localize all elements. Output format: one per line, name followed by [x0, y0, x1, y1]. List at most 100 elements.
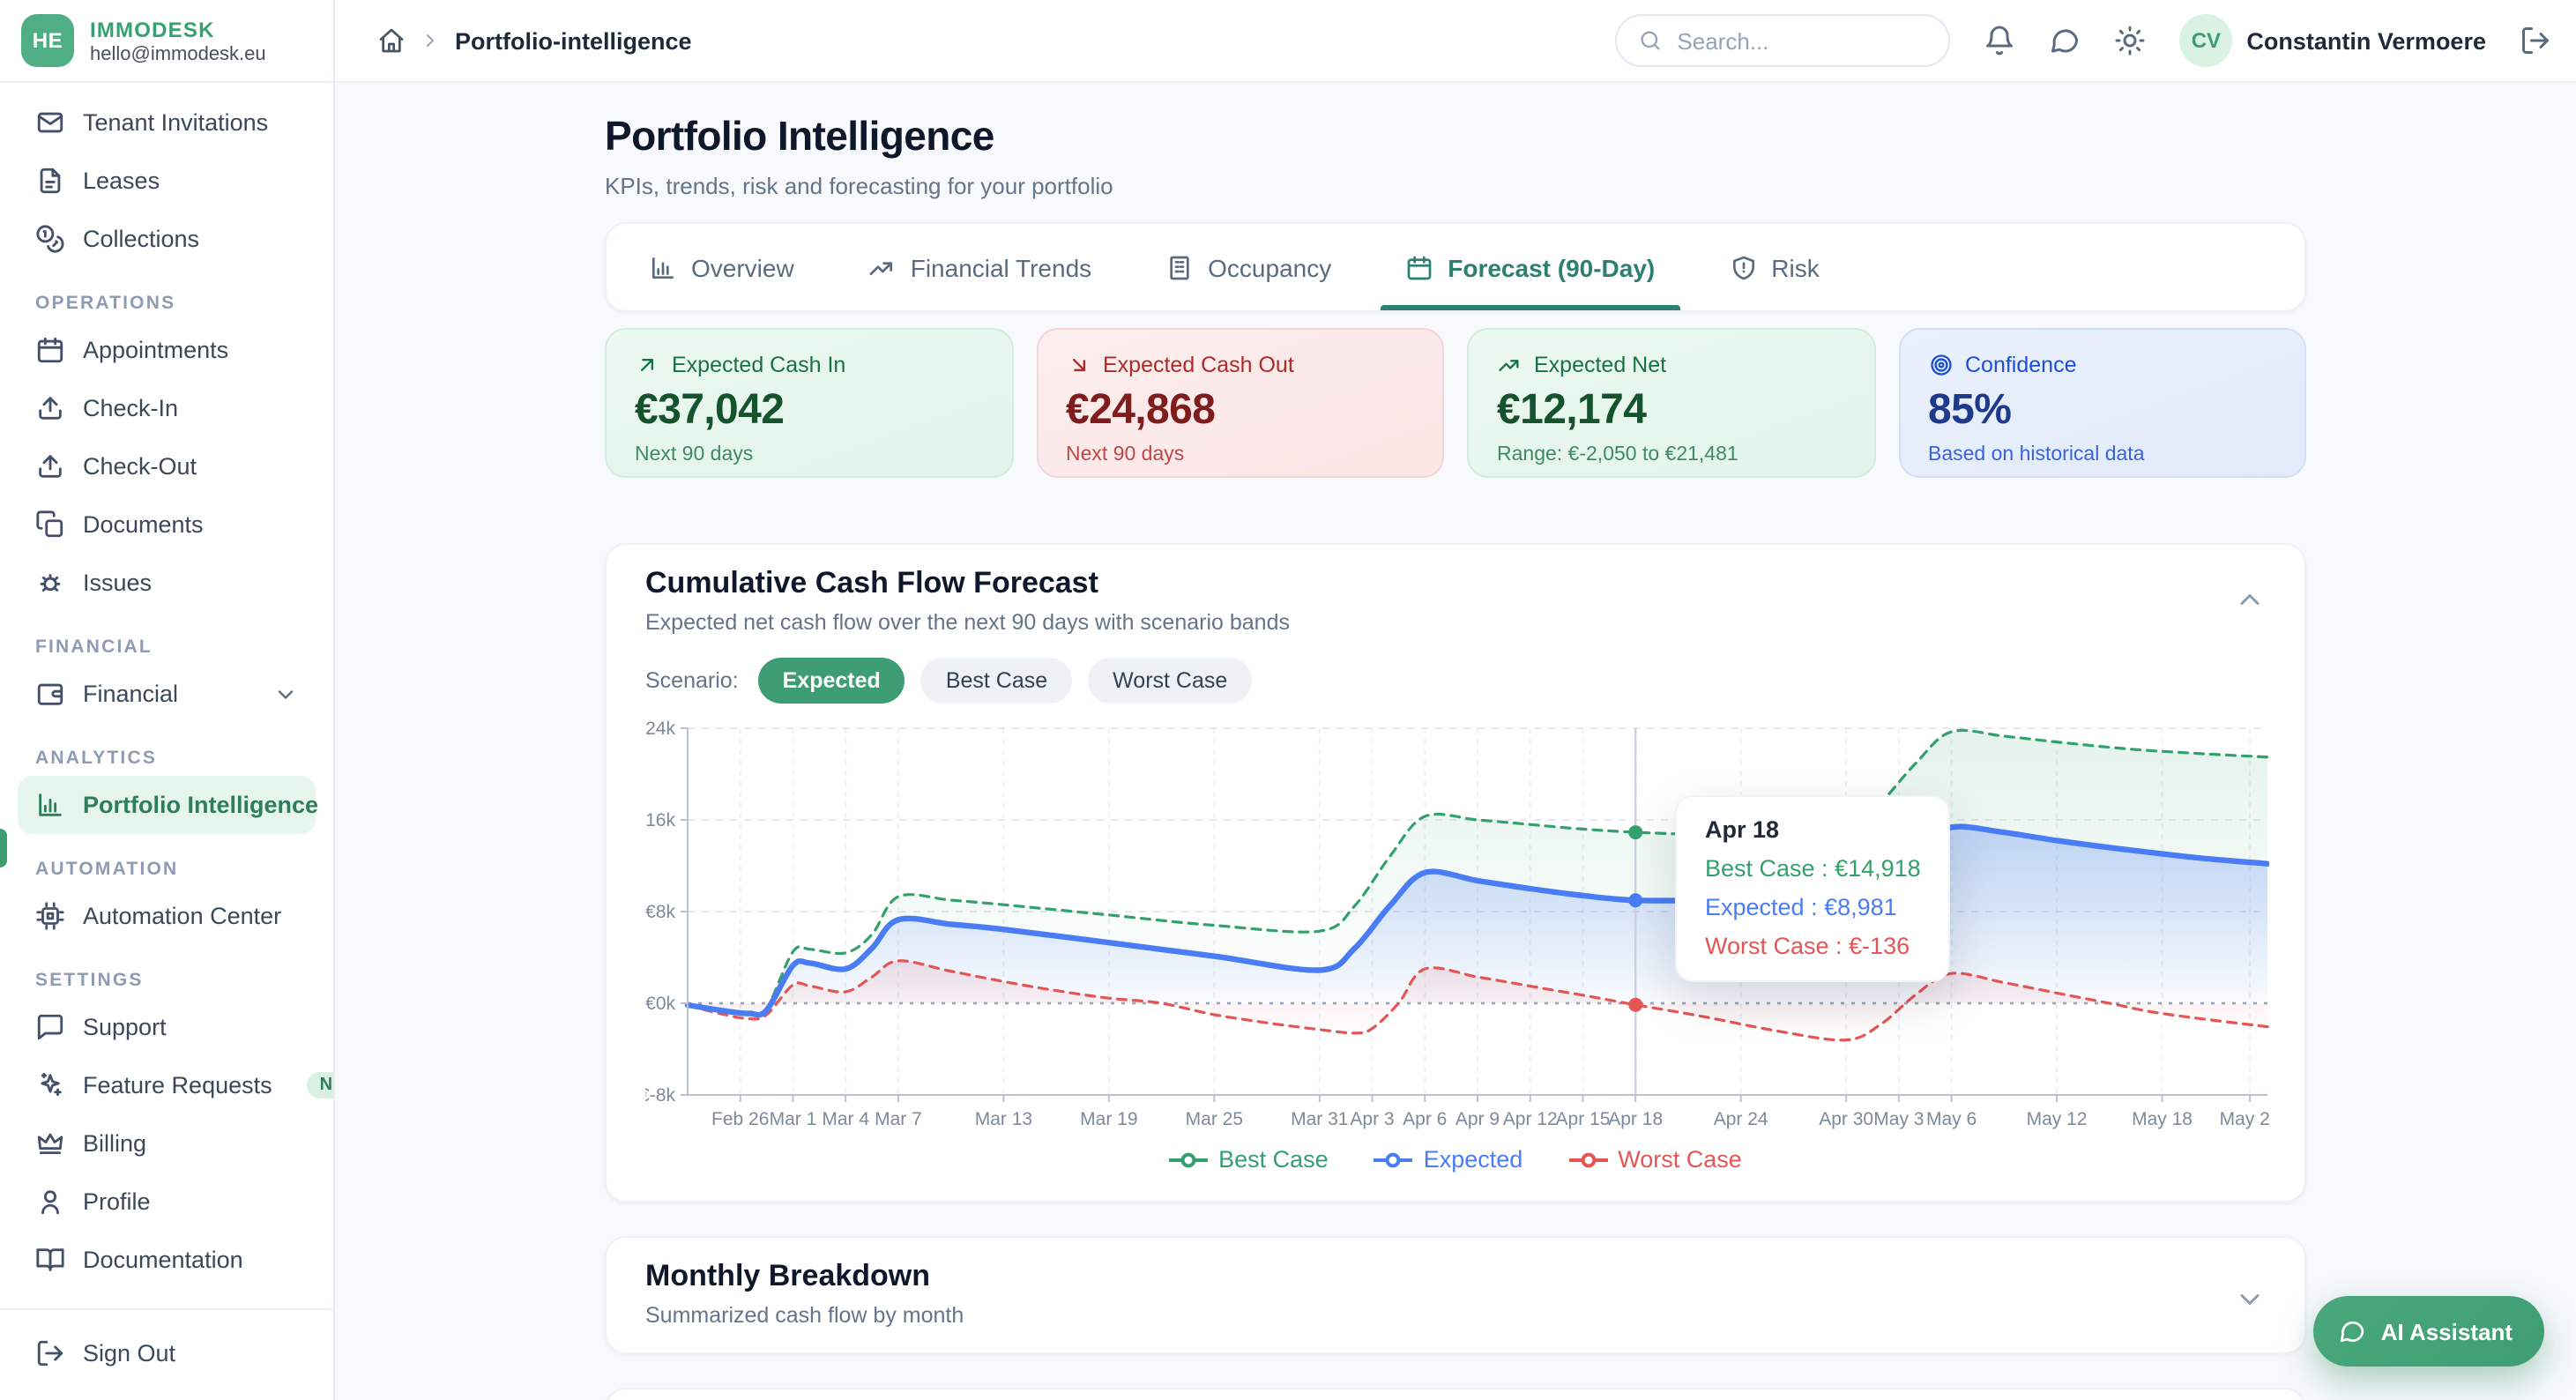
sidebar-item-leases[interactable]: Leases — [18, 152, 316, 210]
svg-text:Mar 1: Mar 1 — [770, 1109, 817, 1129]
collapse-chevron-up-icon[interactable] — [2234, 584, 2266, 615]
sidebar-section-label: FINANCIAL — [35, 637, 153, 658]
svg-text:May 18: May 18 — [2132, 1109, 2193, 1129]
tooltip-row: Best Case : €14,918 — [1705, 855, 1921, 882]
sign-out-icon — [35, 1338, 65, 1368]
svg-text:Mar 25: Mar 25 — [1186, 1109, 1243, 1129]
main-area: Portfolio-intelligence CV Constantin Ver… — [335, 0, 2576, 1400]
kpi-value: €24,868 — [1066, 386, 1216, 434]
sidebar-item-check-in[interactable]: Check-In — [18, 379, 316, 437]
chevron-right-icon — [420, 30, 441, 51]
tab-risk[interactable]: Risk — [1704, 224, 1843, 310]
sidebar-item-appointments[interactable]: Appointments — [18, 321, 316, 379]
sidebar-item-portfolio-intelligence[interactable]: Portfolio Intelligence — [18, 776, 318, 834]
cpu-icon — [35, 901, 65, 931]
file-text-icon — [35, 166, 65, 196]
kpi-card-expected-net: Expected Net €12,174 Range: €-2,050 to €21… — [1467, 328, 1875, 478]
svg-text:Apr 9: Apr 9 — [1456, 1109, 1500, 1129]
sidebar-item-feature-requests[interactable]: Feature RequestsNEW — [18, 1056, 333, 1114]
tab-forecast-90-day[interactable]: Forecast (90-Day) — [1381, 224, 1679, 310]
messages-icon[interactable] — [2049, 25, 2081, 56]
tab-occupancy[interactable]: Occupancy — [1141, 224, 1356, 310]
forecast-card-subtitle: Expected net cash flow over the next 90 … — [645, 610, 1290, 635]
calendar-icon — [35, 335, 65, 365]
revenue-forecast-card[interactable]: Revenue Forecast — [605, 1388, 2306, 1400]
search-box[interactable] — [1615, 14, 1951, 67]
home-icon[interactable] — [377, 26, 406, 55]
svg-text:Apr 30: Apr 30 — [1819, 1109, 1873, 1129]
scenario-chip-expected[interactable]: Expected — [757, 658, 905, 704]
user-icon — [35, 1187, 65, 1217]
tooltip-row: Worst Case : €-136 — [1705, 933, 1910, 959]
sidebar-item-tenant-invitations[interactable]: Tenant Invitations — [18, 93, 316, 152]
sidebar-item-issues[interactable]: Issues — [18, 554, 316, 612]
user-menu[interactable]: CV Constantin Vermoere — [2179, 14, 2486, 67]
kpi-title: Confidence — [1965, 353, 2077, 377]
scenario-chip-worst-case[interactable]: Worst Case — [1088, 658, 1253, 704]
chevron-down-icon — [273, 681, 298, 706]
scenario-chip-best-case[interactable]: Best Case — [920, 658, 1073, 704]
sidebar-item-profile[interactable]: Profile — [18, 1173, 316, 1231]
svg-text:May 3: May 3 — [1873, 1109, 1924, 1129]
tab-financial-trends[interactable]: Financial Trends — [844, 224, 1116, 310]
sidebar-section-label: OPERATIONS — [35, 293, 176, 314]
svg-text:€-8k: €-8k — [645, 1085, 675, 1106]
monthly-breakdown-card[interactable]: Monthly Breakdown Summarized cash flow b… — [605, 1236, 2306, 1354]
book-open-icon — [35, 1245, 65, 1275]
sidebar-item-automation-center[interactable]: Automation Center — [18, 887, 316, 945]
legend-item-expected[interactable]: Expected — [1374, 1146, 1523, 1173]
sidebar-item-billing[interactable]: Billing — [18, 1114, 316, 1173]
theme-toggle-sun-icon[interactable] — [2114, 25, 2146, 56]
coins-icon — [35, 224, 65, 254]
svg-text:May 12: May 12 — [2027, 1109, 2088, 1129]
copy-icon — [35, 510, 65, 540]
sidebar-section-label: ANALYTICS — [35, 748, 158, 769]
sidebar-item-support[interactable]: Support — [18, 998, 316, 1056]
scenario-label: Scenario: — [645, 668, 739, 693]
legend-item-worst-case[interactable]: Worst Case — [1568, 1146, 1742, 1173]
svg-text:Apr 15: Apr 15 — [1556, 1109, 1611, 1129]
search-icon — [1638, 28, 1663, 53]
tooltip-row: Expected : €8,981 — [1705, 894, 1897, 920]
chat-bubble-icon — [2339, 1317, 2367, 1345]
sidebar-item-financial[interactable]: Financial — [18, 665, 316, 723]
sidebar-item-collections[interactable]: Collections — [18, 210, 316, 268]
tab-overview[interactable]: Overview — [624, 224, 819, 310]
sidebar-item-sign-out[interactable]: Sign Out — [18, 1324, 316, 1382]
page-content: Portfolio Intelligence KPIs, trends, ris… — [335, 83, 2576, 1400]
svg-text:€16k: €16k — [645, 810, 675, 830]
topbar: Portfolio-intelligence CV Constantin Ver… — [335, 0, 2576, 83]
trending-up-icon — [1497, 353, 1522, 377]
new-badge: NEW — [307, 1072, 333, 1098]
monthly-card-subtitle: Summarized cash flow by month — [645, 1303, 964, 1328]
calendar-icon — [1405, 253, 1433, 281]
shield-icon — [1729, 253, 1757, 281]
kpi-card-expected-cash-out: Expected Cash Out €24,868 Next 90 days — [1036, 328, 1444, 478]
ai-assistant-button[interactable]: AI Assistant — [2313, 1296, 2544, 1366]
tab-bar: Overview Financial Trends Occupancy Forecas… — [605, 222, 2306, 312]
kpi-cards: Expected Cash In €37,042 Next 90 days Expec… — [605, 328, 2306, 478]
sidebar-item-documentation[interactable]: Documentation — [18, 1231, 316, 1289]
kpi-note: Next 90 days — [635, 444, 754, 465]
logout-icon[interactable] — [2520, 25, 2551, 56]
sidebar-item-check-out[interactable]: Check-Out — [18, 437, 316, 495]
sidebar-section-label: SETTINGS — [35, 970, 144, 991]
svg-text:May 6: May 6 — [1926, 1109, 1977, 1129]
svg-text:Mar 13: Mar 13 — [975, 1109, 1032, 1129]
upload-icon — [35, 451, 65, 481]
svg-text:Apr 12: Apr 12 — [1503, 1109, 1558, 1129]
search-input[interactable] — [1677, 27, 1928, 54]
sidebar-item-documents[interactable]: Documents — [18, 495, 316, 554]
kpi-card-expected-cash-in: Expected Cash In €37,042 Next 90 days — [605, 328, 1013, 478]
expand-chevron-down-icon[interactable] — [2234, 1284, 2266, 1315]
notifications-bell-icon[interactable] — [1984, 25, 2015, 56]
org-avatar: HE — [21, 14, 74, 67]
sidebar-section-label: AUTOMATION — [35, 859, 179, 880]
sparkles-icon — [35, 1070, 65, 1100]
bar-chart-icon — [649, 253, 677, 281]
sidebar-nav: Tenant Invitations Leases Collections OPERA… — [0, 83, 333, 1308]
message-square-icon — [35, 1012, 65, 1042]
legend-item-best-case[interactable]: Best Case — [1169, 1146, 1329, 1173]
kpi-value: €37,042 — [635, 386, 785, 434]
